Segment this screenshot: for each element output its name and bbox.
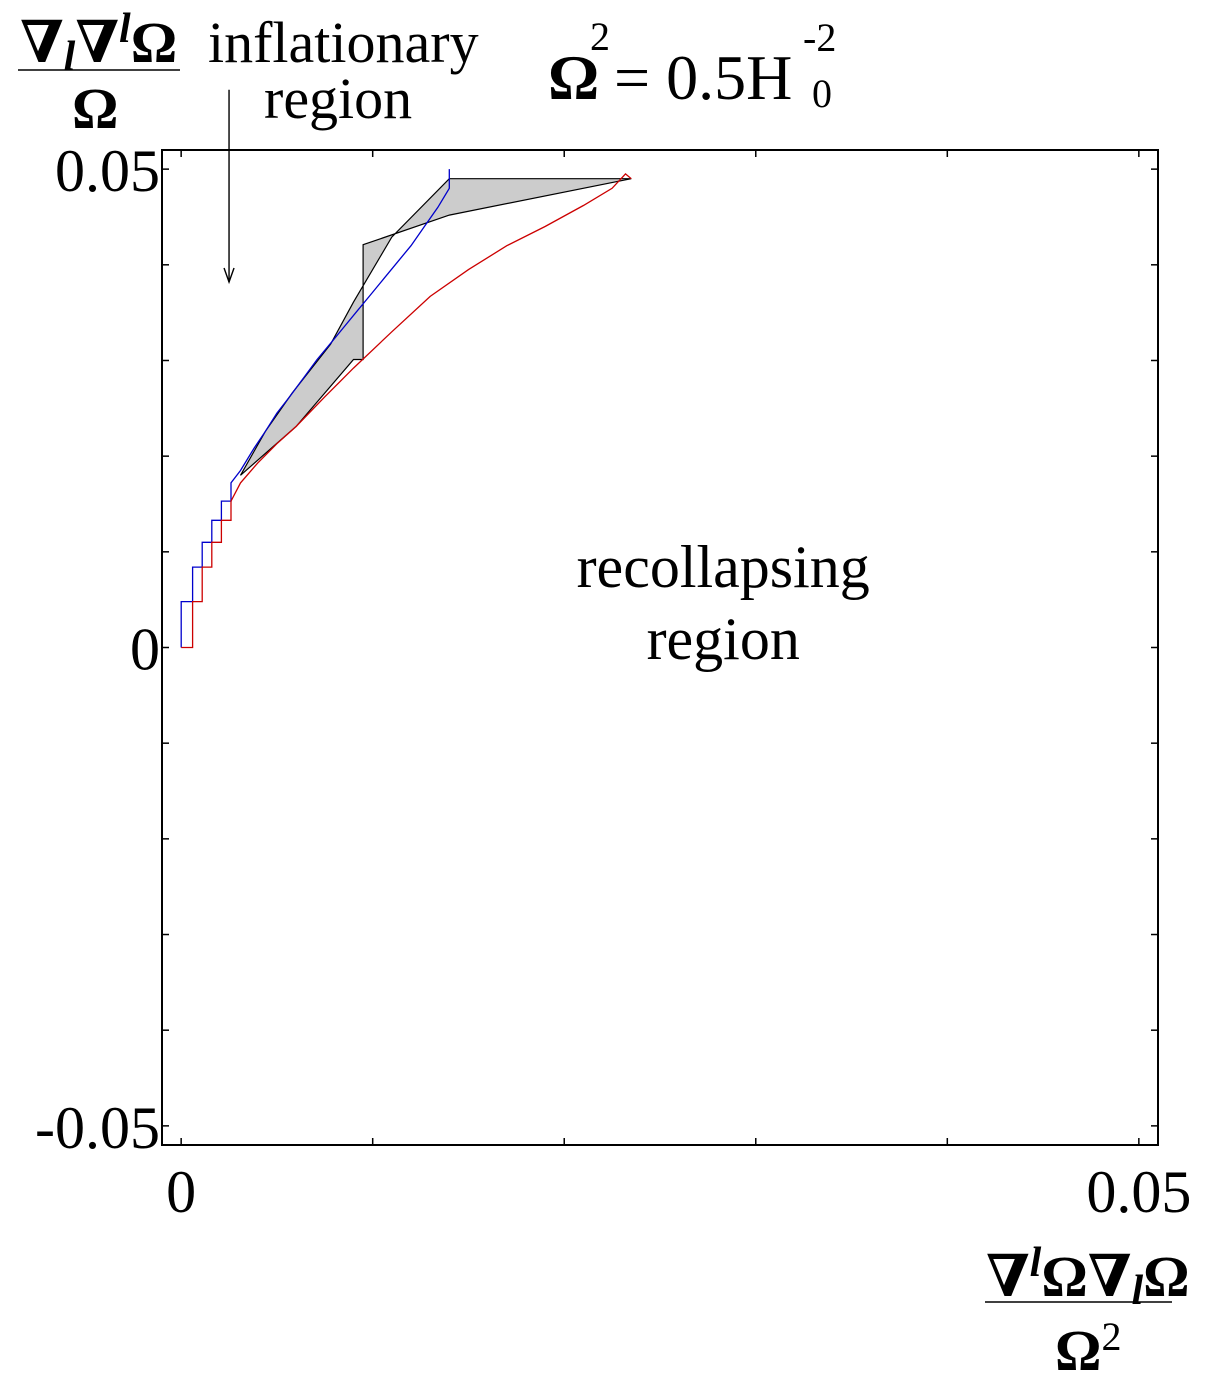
y-label-nabla-2: ∇ — [75, 10, 119, 75]
x-label-numerator: ∇lΩ∇lΩ — [986, 1240, 1190, 1314]
y-label-omega: Ω — [131, 10, 177, 75]
inflationary-line-2: region — [264, 66, 412, 131]
inflationary-line-1: inflationary — [208, 10, 479, 75]
x-axis-label: ∇lΩ∇lΩ Ω2 — [985, 1240, 1190, 1382]
inflationary-annotation: inflationary region — [208, 10, 479, 131]
inflationary-arrow-head — [223, 267, 235, 285]
y-tick-label-0: 0.05 — [55, 138, 160, 204]
x-tick-label-1: 0.05 — [1086, 1159, 1191, 1225]
y-label-sub-l: l — [64, 34, 76, 80]
y-label-nabla-1: ∇ — [20, 10, 64, 75]
x-label-omega-1: Ω — [1041, 1244, 1087, 1309]
title-rhs-subscript: 0 — [812, 71, 832, 116]
x-label-denominator-omega: Ω — [1055, 1318, 1101, 1382]
y-label-denominator: Ω — [72, 76, 118, 141]
title-rhs-exponent: -2 — [803, 15, 836, 60]
series-line-1 — [181, 173, 632, 649]
title-omega: Ω — [548, 42, 599, 113]
x-label-denominator: Ω2 — [1055, 1314, 1121, 1382]
inflationary-shaded-region — [239, 178, 632, 476]
x-tick-label-0: 0 — [166, 1159, 196, 1225]
x-label-nabla-1: ∇ — [986, 1244, 1030, 1309]
recollapsing-label-line-1: recollapsing — [577, 534, 870, 600]
x-label-sup-l: l — [1030, 1240, 1042, 1286]
y-label-sup-l: l — [119, 6, 131, 52]
x-label-sub-l: l — [1131, 1268, 1143, 1314]
y-label-numerator: ∇l∇lΩ — [20, 6, 177, 80]
x-label-nabla-2: ∇ — [1088, 1244, 1132, 1309]
y-tick-label-2: -0.05 — [35, 1095, 160, 1161]
series-line-0 — [180, 169, 450, 648]
y-tick-label-1: 0 — [130, 617, 160, 683]
recollapsing-label-line-2: region — [647, 606, 800, 672]
title-rhs: = 0.5H — [614, 42, 792, 113]
y-axis-label: ∇l∇lΩ Ω — [18, 6, 180, 141]
chart-title: Ω 2 = 0.5H 0 -2 — [548, 14, 836, 116]
x-label-denominator-exp: 2 — [1101, 1314, 1121, 1359]
x-label-omega-2: Ω — [1143, 1244, 1189, 1309]
title-omega-exponent: 2 — [590, 14, 610, 59]
